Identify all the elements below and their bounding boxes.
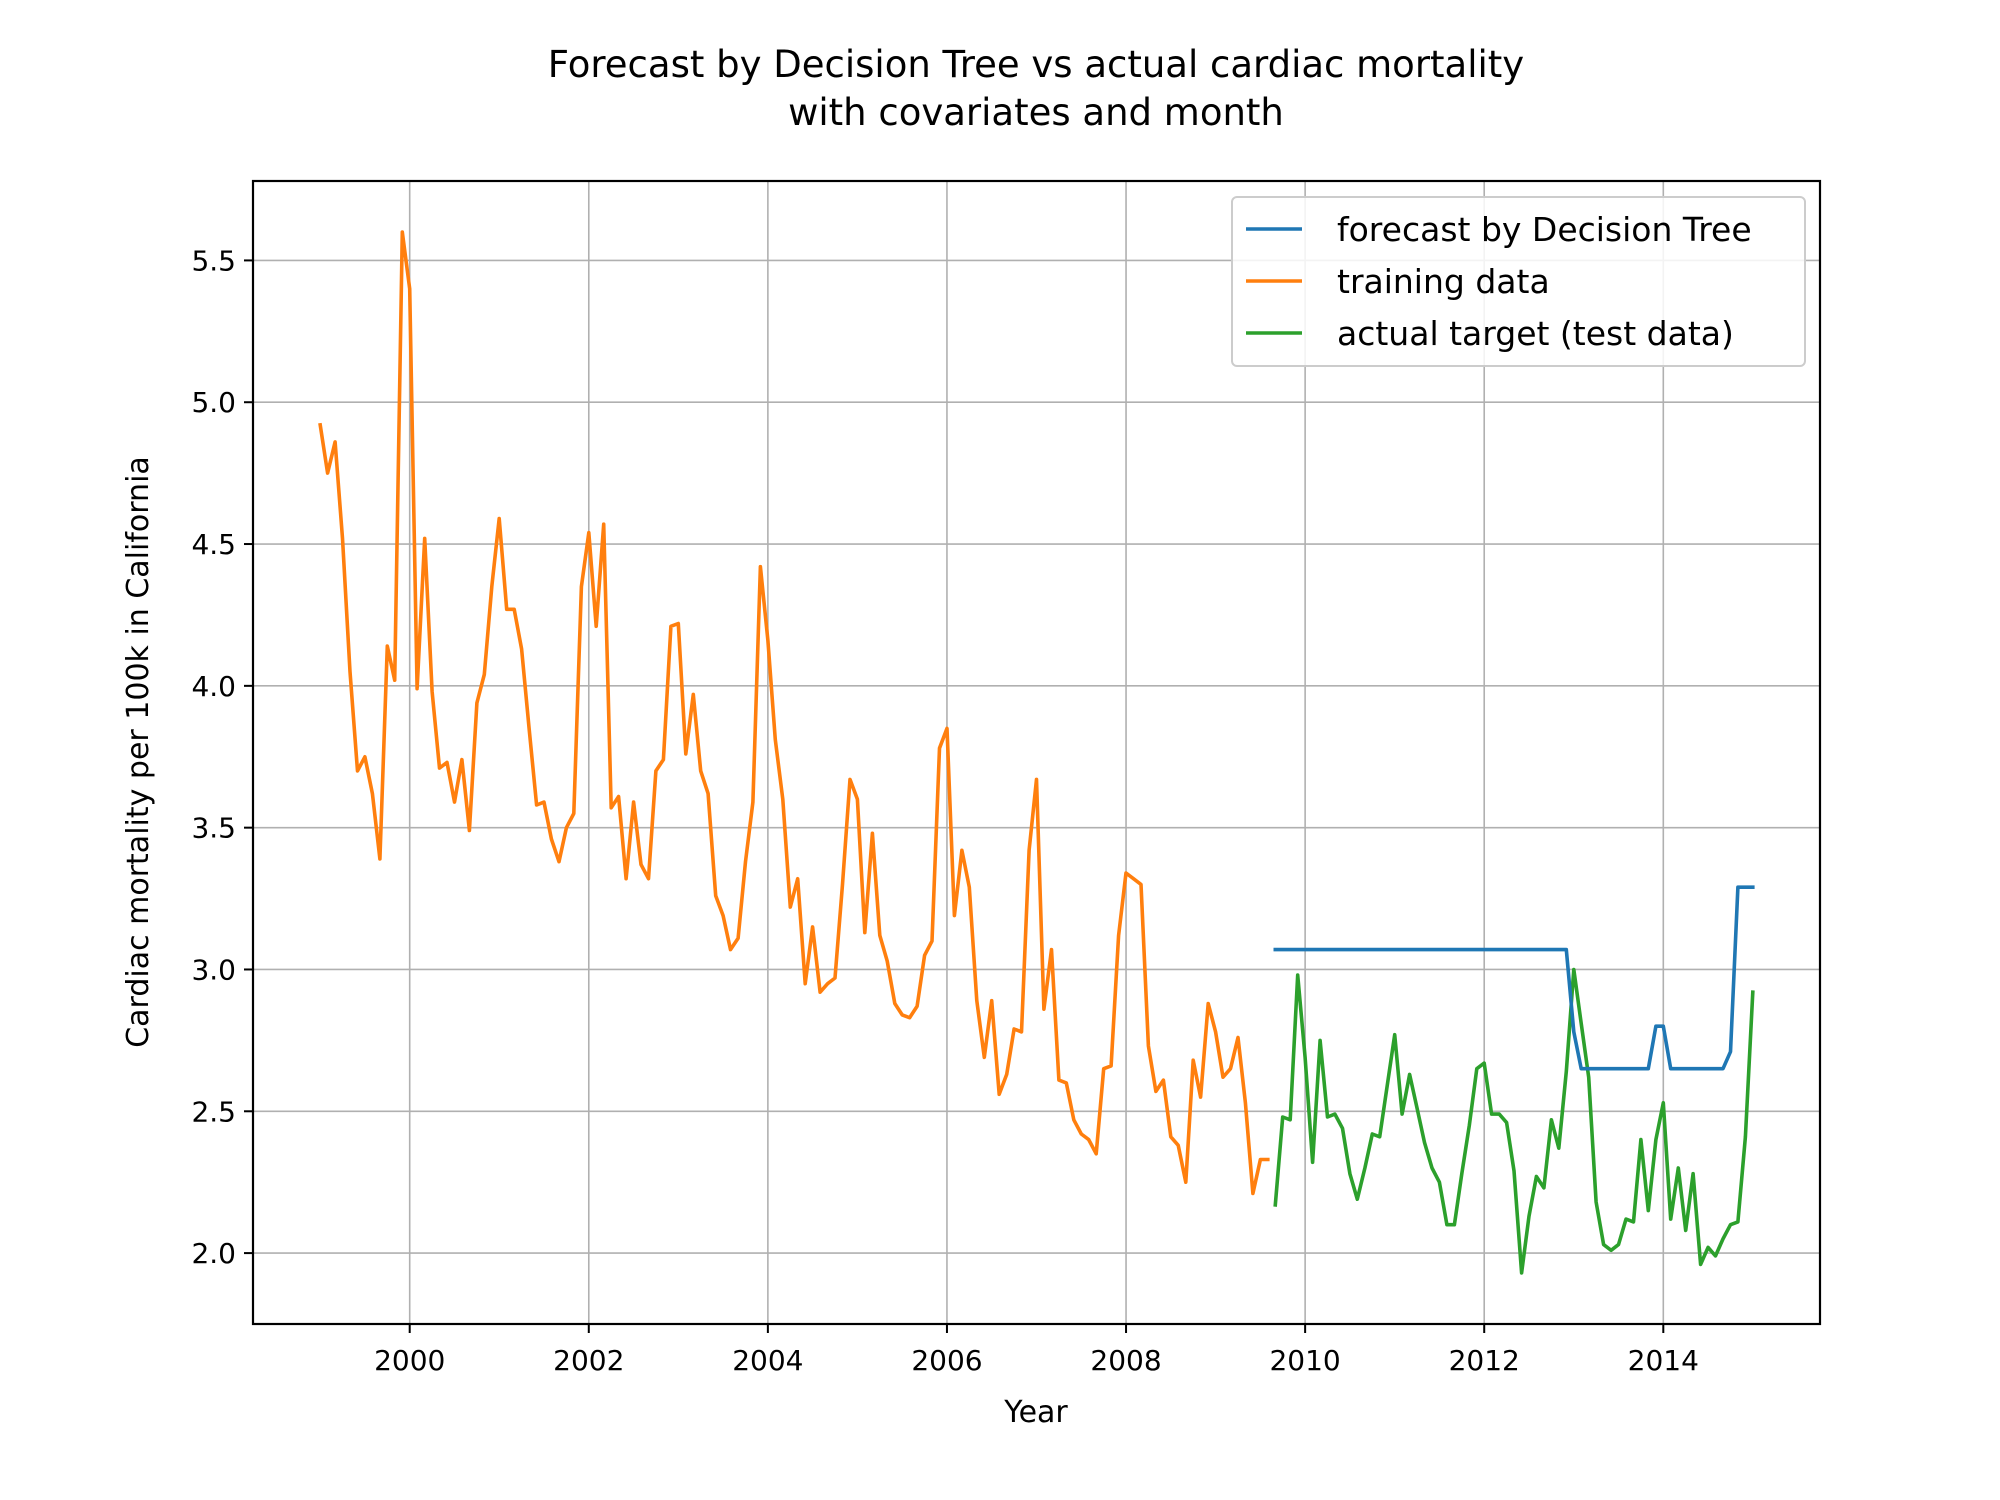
x-tick-label: 2006 (911, 1344, 982, 1377)
x-tick-label: 2014 (1628, 1344, 1699, 1377)
y-tick-label: 3.0 (191, 953, 236, 986)
chart-title-line-1: Forecast by Decision Tree vs actual card… (548, 43, 1524, 86)
x-tick-label: 2012 (1449, 1344, 1520, 1377)
series-line-0 (1273, 885, 1755, 1071)
y-tick-label: 4.0 (191, 670, 236, 703)
y-axis-label: Cardiac mortality per 100k in California (121, 456, 156, 1048)
series-layer (318, 230, 1755, 1275)
plot-area-frame (251, 179, 1822, 1326)
y-tick-label: 5.0 (191, 386, 236, 419)
legend: forecast by Decision Tree training data ac… (1231, 196, 1806, 367)
series-line-1 (318, 230, 1270, 1196)
y-tick-label: 5.5 (191, 244, 236, 277)
x-tick-label: 2008 (1090, 1344, 1161, 1377)
y-tick-label: 2.0 (191, 1237, 236, 1270)
x-tick-label: 2002 (553, 1344, 624, 1377)
x-axis-label: Year (1003, 1395, 1068, 1430)
ticks: 2000 2002 2004 2006 2008 2010 2012 2014 2.0 2.5 3.… (191, 244, 1698, 1377)
x-tick-label: 2004 (732, 1344, 803, 1377)
y-tick-label: 4.5 (191, 528, 236, 561)
grid (253, 181, 1820, 1324)
y-tick-label: 3.5 (191, 812, 236, 845)
series-line-2 (1273, 967, 1755, 1275)
legend-label: forecast by Decision Tree (1337, 210, 1752, 249)
legend-label: training data (1337, 262, 1550, 301)
legend-box (1231, 196, 1806, 367)
x-tick-label: 2010 (1269, 1344, 1340, 1377)
chart-title-line-2: with covariates and month (788, 91, 1284, 134)
y-tick-label: 2.5 (191, 1095, 236, 1128)
legend-label: actual target (test data) (1337, 314, 1734, 353)
x-tick-label: 2000 (374, 1344, 445, 1377)
